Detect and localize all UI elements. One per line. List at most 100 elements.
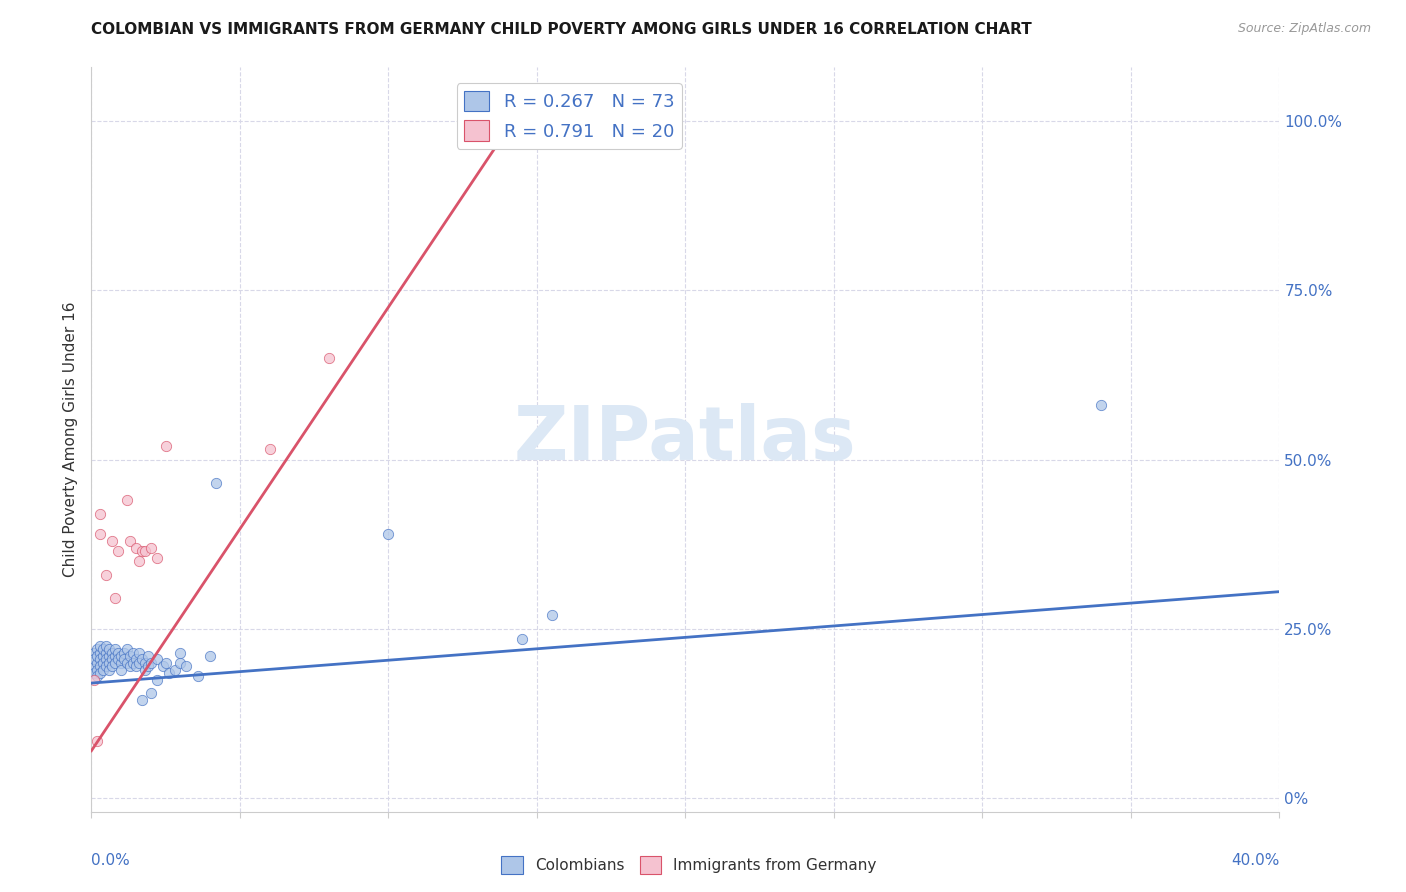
Point bbox=[122, 646, 145, 660]
Point bbox=[540, 608, 562, 623]
Point bbox=[86, 642, 108, 657]
Point bbox=[89, 639, 111, 653]
Point bbox=[101, 659, 124, 673]
Point bbox=[104, 591, 127, 606]
Point bbox=[101, 533, 124, 548]
Point bbox=[145, 652, 167, 666]
Point bbox=[134, 663, 156, 677]
Point bbox=[318, 351, 340, 365]
Legend: Colombians, Immigrants from Germany: Colombians, Immigrants from Germany bbox=[495, 850, 883, 880]
Point bbox=[131, 652, 153, 666]
Point bbox=[118, 648, 141, 663]
Point bbox=[134, 656, 156, 670]
Point bbox=[205, 476, 228, 491]
Point bbox=[125, 652, 148, 666]
Point bbox=[104, 648, 127, 663]
Point bbox=[89, 527, 111, 541]
Point bbox=[125, 659, 148, 673]
Point bbox=[98, 663, 121, 677]
Point bbox=[83, 665, 105, 680]
Point bbox=[176, 659, 198, 673]
Point bbox=[467, 131, 489, 145]
Point bbox=[125, 541, 148, 555]
Point bbox=[131, 544, 153, 558]
Point bbox=[110, 663, 132, 677]
Point bbox=[112, 646, 135, 660]
Point bbox=[91, 642, 114, 657]
Point bbox=[104, 642, 127, 657]
Point bbox=[187, 669, 209, 683]
Point bbox=[155, 439, 177, 453]
Point bbox=[89, 507, 111, 521]
Point bbox=[152, 659, 174, 673]
Point bbox=[115, 656, 138, 670]
Point bbox=[96, 567, 118, 582]
Point bbox=[89, 646, 111, 660]
Point bbox=[122, 656, 145, 670]
Point bbox=[98, 656, 121, 670]
Text: 0.0%: 0.0% bbox=[91, 853, 131, 868]
Point bbox=[104, 656, 127, 670]
Point bbox=[139, 541, 162, 555]
Point bbox=[89, 665, 111, 680]
Point bbox=[510, 632, 533, 646]
Point bbox=[145, 550, 167, 565]
Point bbox=[86, 733, 108, 747]
Point bbox=[139, 656, 162, 670]
Point bbox=[145, 673, 167, 687]
Point bbox=[91, 656, 114, 670]
Point bbox=[91, 663, 114, 677]
Point bbox=[136, 648, 159, 663]
Point bbox=[259, 442, 281, 457]
Point bbox=[157, 665, 180, 680]
Point bbox=[139, 686, 162, 700]
Y-axis label: Child Poverty Among Girls Under 16: Child Poverty Among Girls Under 16 bbox=[62, 301, 77, 577]
Point bbox=[169, 646, 191, 660]
Point bbox=[96, 639, 118, 653]
Point bbox=[83, 659, 105, 673]
Point bbox=[155, 656, 177, 670]
Point bbox=[98, 648, 121, 663]
Point bbox=[118, 659, 141, 673]
Text: COLOMBIAN VS IMMIGRANTS FROM GERMANY CHILD POVERTY AMONG GIRLS UNDER 16 CORRELAT: COLOMBIAN VS IMMIGRANTS FROM GERMANY CHI… bbox=[91, 22, 1032, 37]
Point bbox=[86, 648, 108, 663]
Point bbox=[163, 663, 186, 677]
Point bbox=[115, 493, 138, 508]
Point bbox=[128, 554, 150, 568]
Point bbox=[107, 652, 129, 666]
Point bbox=[83, 652, 105, 666]
Point bbox=[110, 656, 132, 670]
Point bbox=[128, 656, 150, 670]
Text: ZIPatlas: ZIPatlas bbox=[515, 403, 856, 475]
Point bbox=[96, 659, 118, 673]
Point bbox=[107, 646, 129, 660]
Point bbox=[128, 646, 150, 660]
Point bbox=[98, 642, 121, 657]
Point bbox=[136, 659, 159, 673]
Point bbox=[110, 648, 132, 663]
Point bbox=[86, 669, 108, 683]
Point bbox=[96, 646, 118, 660]
Point bbox=[96, 652, 118, 666]
Point bbox=[89, 652, 111, 666]
Point bbox=[101, 646, 124, 660]
Point bbox=[134, 544, 156, 558]
Point bbox=[169, 656, 191, 670]
Point bbox=[1090, 399, 1112, 413]
Point bbox=[86, 663, 108, 677]
Point bbox=[83, 673, 105, 687]
Point bbox=[83, 646, 105, 660]
Text: Source: ZipAtlas.com: Source: ZipAtlas.com bbox=[1237, 22, 1371, 36]
Point bbox=[200, 648, 222, 663]
Point bbox=[118, 533, 141, 548]
Point bbox=[86, 656, 108, 670]
Legend: R = 0.267   N = 73, R = 0.791   N = 20: R = 0.267 N = 73, R = 0.791 N = 20 bbox=[457, 83, 682, 149]
Point bbox=[115, 642, 138, 657]
Point bbox=[101, 652, 124, 666]
Point bbox=[112, 652, 135, 666]
Point bbox=[131, 693, 153, 707]
Text: 40.0%: 40.0% bbox=[1232, 853, 1279, 868]
Point bbox=[91, 648, 114, 663]
Point bbox=[377, 527, 399, 541]
Point bbox=[89, 659, 111, 673]
